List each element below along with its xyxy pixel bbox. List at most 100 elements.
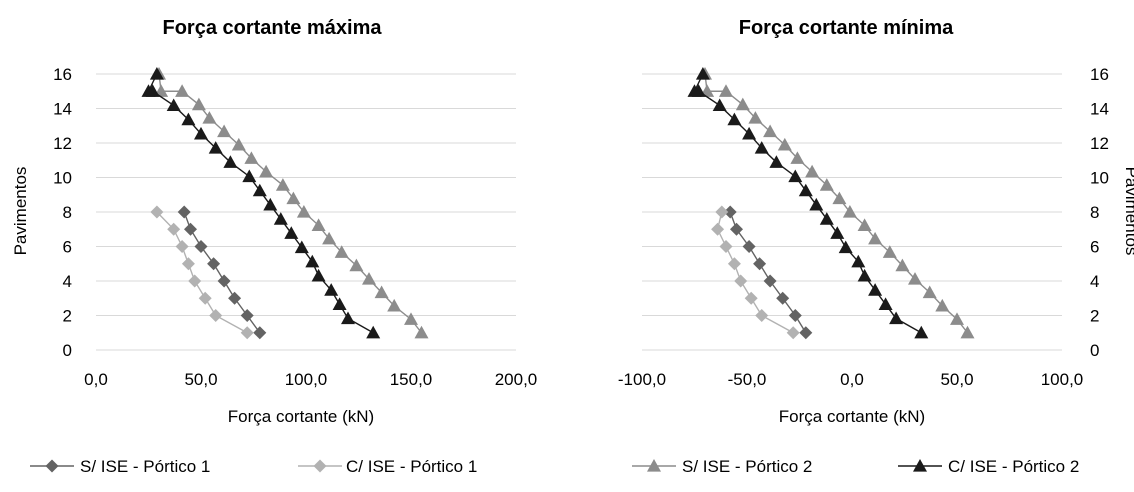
x-axis-label: Força cortante (kN)	[779, 407, 925, 426]
data-point	[175, 84, 190, 97]
data-point	[730, 222, 743, 236]
data-point	[194, 126, 208, 140]
series-3	[152, 67, 429, 339]
series-4	[687, 67, 929, 339]
y-tick-label: 2	[1090, 307, 1099, 326]
data-point	[882, 245, 897, 258]
data-point	[857, 218, 872, 232]
legend-item: C/ ISE - Pórtico 2	[898, 457, 1079, 476]
chart-title: Força cortante máxima	[163, 17, 383, 39]
data-point	[754, 141, 769, 154]
data-point	[960, 325, 975, 339]
y-tick-label: 6	[63, 238, 72, 257]
data-point	[231, 137, 246, 151]
data-point	[305, 254, 320, 268]
data-point	[922, 285, 937, 299]
data-point	[786, 326, 800, 340]
data-point	[181, 112, 196, 126]
series-2	[150, 205, 254, 340]
data-point	[687, 84, 702, 97]
chart-panel-max: Força cortante máxima Força cortante (kN…	[11, 17, 537, 426]
legend-item: C/ ISE - Pórtico 1	[298, 457, 477, 476]
data-point	[889, 311, 904, 325]
data-point	[273, 212, 288, 225]
data-point	[809, 197, 824, 211]
series-1	[723, 205, 813, 340]
data-point	[387, 298, 402, 312]
legend-label: S/ ISE - Pórtico 1	[80, 457, 210, 476]
chart-panel-min: Força cortante mínima Força cortante (kN…	[618, 17, 1134, 426]
y-tick-label: 0	[1090, 341, 1099, 360]
data-point	[908, 272, 922, 285]
y-tick-label: 0	[63, 341, 72, 360]
chart-legend: S/ ISE - Pórtico 1 C/ ISE - Pórtico 1 S/ I…	[30, 457, 1079, 476]
x-tick-label: 200,0	[495, 370, 538, 389]
data-point	[719, 84, 733, 97]
legend-label: S/ ISE - Pórtico 2	[682, 457, 812, 476]
data-point	[868, 283, 883, 296]
data-point	[207, 257, 221, 271]
legend-marker	[313, 459, 327, 473]
y-tick-label: 16	[53, 65, 72, 84]
data-point	[191, 97, 206, 111]
data-point	[830, 226, 845, 239]
x-tick-label: 50,0	[940, 370, 973, 389]
data-point	[366, 325, 381, 339]
data-point	[776, 291, 790, 305]
data-point	[166, 98, 181, 112]
x-tick-label: 150,0	[390, 370, 433, 389]
data-point	[819, 212, 834, 225]
data-point	[769, 155, 784, 168]
legend-item: S/ ISE - Pórtico 1	[30, 457, 210, 476]
data-point	[935, 298, 950, 312]
data-point	[311, 268, 326, 282]
series-line	[693, 73, 922, 334]
y-tick-label: 16	[1090, 65, 1109, 84]
series-line	[716, 211, 794, 334]
legend-marker	[45, 459, 59, 473]
data-point	[223, 155, 238, 168]
data-point	[324, 283, 339, 296]
data-point	[805, 164, 820, 178]
data-point	[414, 325, 429, 339]
y-axis-label: Pavimentos	[1122, 167, 1134, 256]
data-point	[777, 137, 792, 151]
data-point	[149, 67, 164, 80]
data-point	[334, 245, 349, 258]
data-point	[322, 231, 337, 245]
x-tick-label: 0,0	[840, 370, 864, 389]
data-point	[695, 67, 710, 80]
data-point	[868, 231, 883, 245]
data-point	[753, 257, 767, 271]
y-tick-label: 6	[1090, 238, 1099, 257]
data-point	[275, 178, 290, 191]
data-point	[209, 309, 223, 322]
data-point	[748, 111, 763, 124]
legend-item: S/ ISE - Pórtico 2	[632, 457, 812, 476]
data-point	[198, 291, 212, 305]
y-tick-label: 4	[63, 272, 72, 291]
data-point	[798, 183, 813, 197]
legend-marker	[913, 459, 927, 472]
x-tick-label: 100,0	[285, 370, 328, 389]
data-point	[763, 124, 778, 138]
x-tick-label: 50,0	[184, 370, 217, 389]
data-point	[895, 258, 910, 272]
data-point	[349, 258, 364, 272]
data-point	[727, 257, 741, 271]
data-point	[202, 111, 217, 124]
data-point	[286, 191, 301, 205]
data-point	[788, 169, 803, 183]
data-point	[742, 126, 757, 140]
chart-title: Força cortante mínima	[739, 17, 954, 39]
data-point	[194, 240, 208, 253]
x-tick-label: 0,0	[84, 370, 108, 389]
data-point	[217, 274, 231, 288]
data-point	[838, 240, 853, 254]
data-point	[712, 98, 727, 112]
series-2	[711, 205, 800, 340]
data-point	[914, 325, 929, 339]
data-point	[744, 291, 758, 305]
data-point	[842, 205, 857, 218]
